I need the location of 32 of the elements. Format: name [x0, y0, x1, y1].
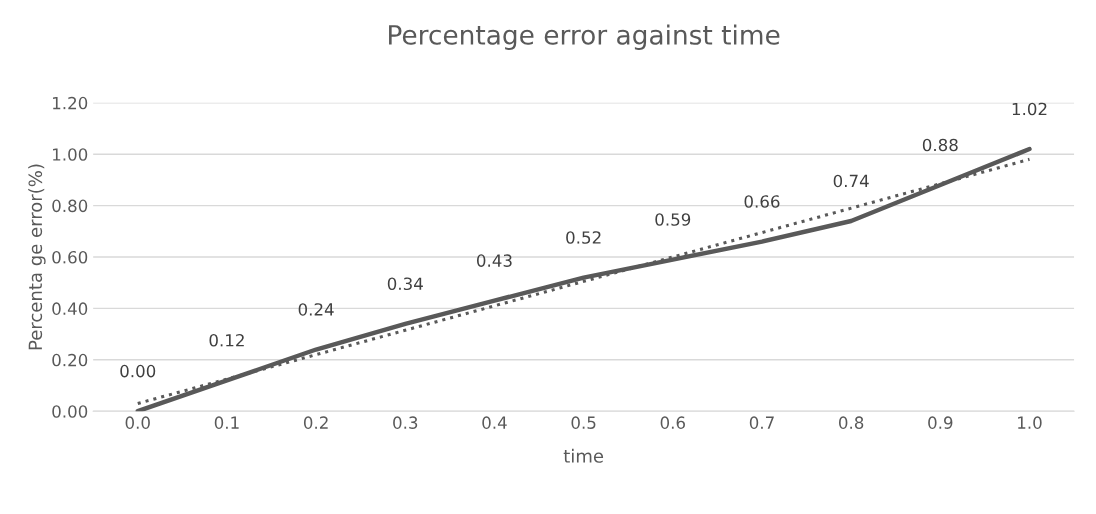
- y-tick-label: 0.00: [52, 405, 88, 418]
- x-tick-label: 0.9: [928, 416, 953, 429]
- x-tick-label: 0.8: [838, 416, 864, 429]
- data-label: 0.24: [298, 303, 334, 316]
- data-label: 0.88: [922, 138, 958, 152]
- x-tick-label: 0.1: [214, 416, 239, 429]
- chart-title: Percentage error against time: [389, 24, 780, 50]
- x-tick-label: 0.0: [125, 416, 150, 429]
- x-tick-label: 0.3: [393, 416, 418, 429]
- data-label: 0.52: [566, 231, 601, 244]
- y-tick-label: 0.40: [52, 302, 88, 315]
- data-label: 0.66: [744, 195, 780, 208]
- x-tick-label: 0.6: [660, 416, 685, 429]
- data-label: 0.74: [833, 174, 869, 188]
- x-tick-label: 1.0: [1018, 416, 1042, 429]
- data-label: 0.43: [476, 254, 512, 267]
- data-label: 0.12: [209, 333, 244, 347]
- y-tick-label: 1.20: [53, 96, 88, 110]
- y-axis-title: Percenta ge error(%): [28, 164, 46, 350]
- y-tick-label: 0.20: [52, 353, 88, 367]
- x-tick-label: 0.2: [303, 416, 328, 429]
- x-axis-title: time: [563, 448, 604, 463]
- y-tick-label: 1.00: [53, 148, 88, 161]
- data-label: 0.34: [387, 277, 423, 291]
- y-tick-label: 0.80: [52, 199, 88, 213]
- y-tick-label: 0.60: [52, 250, 88, 264]
- x-tick-label: 0.4: [482, 416, 507, 429]
- data-label: 0.00: [120, 364, 156, 378]
- x-tick-label: 0.5: [571, 416, 596, 429]
- x-tick-label: 0.7: [749, 416, 774, 429]
- data-label: 0.59: [655, 213, 691, 226]
- data-label: 1.02: [1012, 102, 1047, 116]
